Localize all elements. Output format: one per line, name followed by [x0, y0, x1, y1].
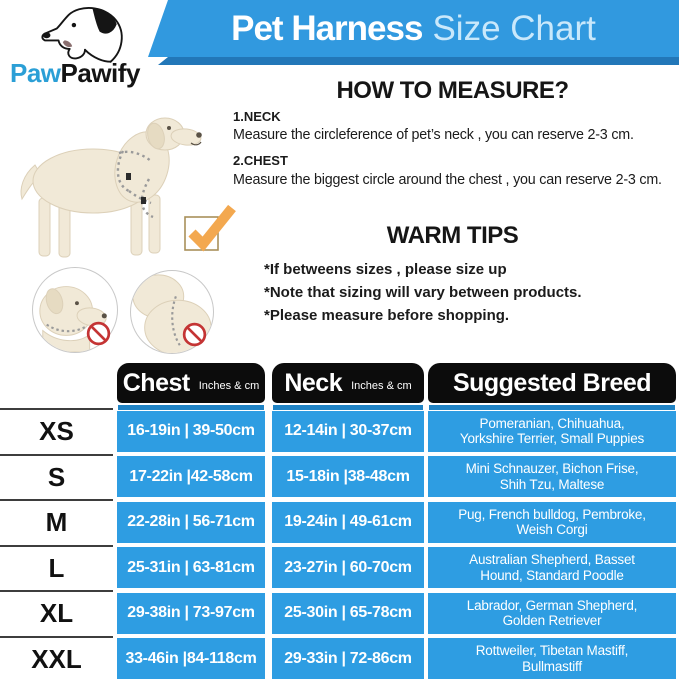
dog-head-logo-icon [41, 7, 123, 63]
warm-tip: *If betweens sizes , please size up [264, 261, 507, 278]
harness-buckle [141, 197, 146, 204]
dog-eye [167, 126, 171, 130]
step-neck-text: Measure the circleference of pet’s neck … [233, 127, 634, 143]
neck-value: 23-27in | 60-70cm [272, 547, 424, 588]
column-header-chest-label: Chest [122, 368, 190, 397]
harness-buckle [126, 173, 131, 180]
chest-value: 25-31in | 63-81cm [117, 547, 265, 588]
logo-dog-eye [71, 22, 77, 28]
neck-value: 29-33in | 72-86cm [272, 638, 424, 679]
column-header-chest-units: Inches & cm [198, 380, 260, 392]
size-label: XS [0, 408, 113, 454]
warm-tips-title: WARM TIPS [386, 222, 519, 249]
brand-name: PawPawify [10, 58, 140, 89]
table-row-xxl: XXL 33-46in |84-118cm 29-33in | 72-86cm … [0, 635, 679, 679]
table-row-l: L 25-31in | 63-81cm 23-27in | 60-70cm Au… [0, 544, 679, 591]
chest-value: 22-28in | 56-71cm [117, 501, 265, 543]
neck-value: 12-14in | 30-37cm [272, 410, 424, 452]
step-chest-text: Measure the biggest circle around the ch… [233, 172, 662, 188]
header-banner: Pet Harness Size Chart [148, 0, 679, 57]
warm-tip: *Please measure before shopping. [264, 307, 510, 324]
breed-value: Labrador, German Shepherd, Golden Retrie… [428, 592, 676, 634]
neck-value: 25-30in | 65-78cm [272, 592, 424, 634]
neck-value: 19-24in | 49-61cm [272, 501, 424, 543]
size-label: XL [0, 590, 113, 636]
chest-value: 17-22in |42-58cm [117, 456, 265, 497]
warm-tips-list: *If betweens sizes , please size up *Not… [264, 258, 582, 327]
column-header-breed-label: Suggested Breed [452, 368, 652, 397]
column-header-neck-label: Neck [284, 368, 343, 397]
step-neck-label: 1.NECK [233, 109, 281, 124]
table-row-s: S 17-22in |42-58cm 15-18in |38-48cm Mini… [0, 453, 679, 500]
prohibition-icon [86, 321, 111, 346]
size-table-header: Chest Inches & cm Neck Inches & cm Sugge… [0, 363, 679, 410]
dog-harness-illustration [20, 117, 202, 258]
banner-title-bold: Pet Harness [231, 8, 423, 48]
column-header-neck: Neck Inches & cm [272, 363, 424, 410]
size-table: Chest Inches & cm Neck Inches & cm Sugge… [0, 363, 679, 679]
size-label: M [0, 499, 113, 545]
breed-value: Australian Shepherd, Basset Hound, Stand… [428, 547, 676, 588]
banner-shadow-strip [158, 57, 679, 65]
wrong-measure-neck-inset [32, 267, 118, 353]
brand-name-paw: Paw [10, 58, 61, 88]
column-header-neck-units: Inches & cm [351, 380, 412, 392]
chest-value: 16-19in | 39-50cm [117, 410, 265, 452]
how-to-measure-title: HOW TO MEASURE? [336, 77, 569, 104]
table-row-m: M 22-28in | 56-71cm 19-24in | 49-61cm Pu… [0, 499, 679, 545]
banner-title-light: Size Chart [432, 8, 596, 48]
checkmark-icon [184, 204, 236, 252]
breed-value: Pug, French bulldog, Pembroke, Weish Cor… [428, 501, 676, 543]
brand-name-rest: Pawify [60, 58, 141, 88]
wrong-measure-chest-inset [130, 270, 214, 354]
table-row-xl: XL 29-38in | 73-97cm 25-30in | 65-78cm L… [0, 590, 679, 636]
size-label: S [0, 453, 113, 500]
dog-nose [196, 132, 202, 138]
size-label: L [0, 544, 113, 591]
step-chest-label: 2.CHEST [233, 153, 288, 168]
breed-value: Pomeranian, Chihuahua, Yorkshire Terrier… [428, 410, 676, 452]
size-label: XXL [0, 635, 113, 679]
dog-neck-closeup [39, 286, 107, 352]
table-row-xs: XS 16-19in | 39-50cm 12-14in | 30-37cm P… [0, 408, 679, 454]
chest-value: 33-46in |84-118cm [117, 638, 265, 679]
column-header-breed: Suggested Breed [428, 363, 676, 410]
column-header-chest: Chest Inches & cm [117, 363, 265, 410]
warm-tip: *Note that sizing will vary between prod… [264, 284, 582, 301]
breed-value: Mini Schnauzer, Bichon Frise, Shih Tzu, … [428, 456, 676, 497]
prohibition-icon [182, 322, 207, 347]
breed-value: Rottweiler, Tibetan Mastiff, Bullmastiff [428, 638, 676, 679]
neck-value: 15-18in |38-48cm [272, 456, 424, 497]
chest-value: 29-38in | 73-97cm [117, 592, 265, 634]
